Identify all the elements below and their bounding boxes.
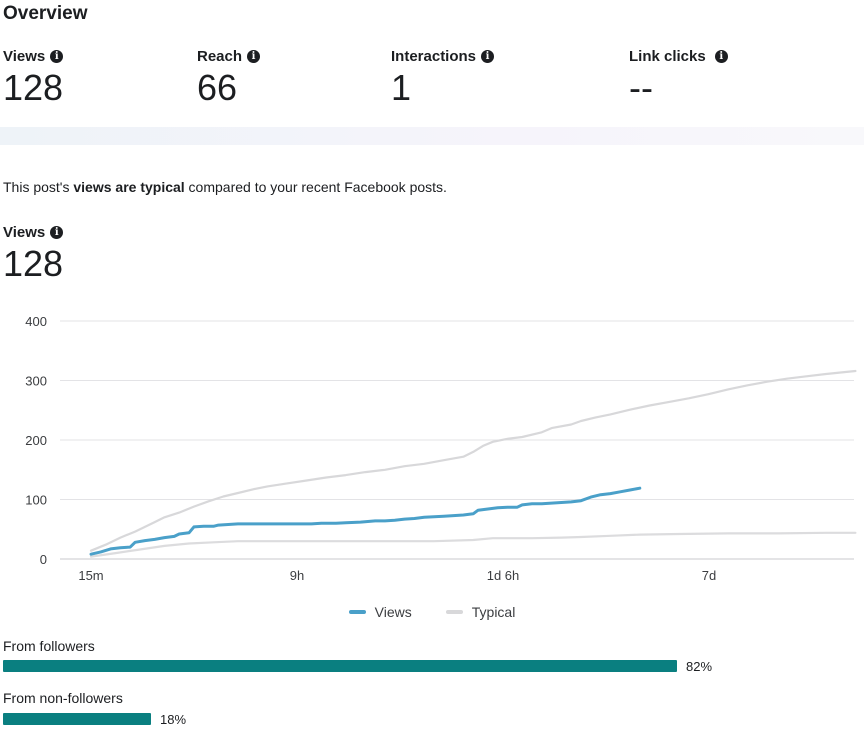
- y-axis-ticks: 0 100 200 300 400: [25, 314, 47, 567]
- metric-reach-label: Reach: [197, 47, 243, 65]
- source-followers-bar: [3, 660, 825, 672]
- metric-views-label: Views: [3, 47, 46, 65]
- source-non-followers-fill: [3, 713, 151, 725]
- source-non-followers-label: From non-followers: [3, 690, 123, 706]
- source-non-followers-percent: 18%: [160, 712, 187, 727]
- metric-interactions: Interactions i 1: [391, 46, 495, 108]
- source-non-followers-bar: [3, 713, 825, 725]
- metric-views: Views i 128: [3, 46, 64, 108]
- legend-item-views[interactable]: Views: [348, 604, 412, 620]
- source-followers-fill: [3, 660, 677, 672]
- series-line-views: [89, 486, 642, 556]
- metric-link-clicks: Link clicks i --: [629, 46, 728, 108]
- chart-grid: [60, 320, 854, 560]
- x-tick-label: 15m: [78, 568, 103, 583]
- views-section: Views i 128: [3, 222, 64, 284]
- x-tick-label: 7d: [702, 568, 716, 583]
- y-tick-label: 300: [25, 374, 47, 389]
- views-section-value: 128: [3, 243, 64, 284]
- y-tick-label: 400: [25, 314, 47, 329]
- metric-interactions-value: 1: [391, 67, 412, 108]
- metric-reach: Reach i 66: [197, 46, 261, 108]
- y-tick-label: 0: [40, 552, 47, 567]
- y-tick-label: 100: [25, 493, 47, 508]
- typical-prefix: This post's: [3, 179, 74, 195]
- legend-swatch-typical: [445, 610, 463, 614]
- y-tick-label: 200: [25, 433, 47, 448]
- source-followers-label: From followers: [3, 638, 95, 654]
- typical-suffix: compared to your recent Facebook posts.: [184, 179, 447, 195]
- metric-interactions-label: Interactions: [391, 47, 477, 65]
- legend-swatch-views: [348, 610, 366, 614]
- x-axis-ticks: 15m 9h 1d 6h 7d: [78, 568, 716, 583]
- views-chart: 0 100 200 300 400 15m 9h 1d 6h 7d: [25, 314, 857, 583]
- info-icon[interactable]: i: [714, 49, 728, 63]
- series-line-typical-low: [89, 531, 857, 558]
- chart-series: [89, 369, 857, 558]
- overview-title: Overview: [3, 3, 88, 24]
- views-section-label: Views: [3, 223, 46, 241]
- source-followers-percent: 82%: [686, 659, 713, 674]
- info-icon[interactable]: i: [247, 49, 261, 63]
- legend-label-views: Views: [374, 604, 412, 620]
- info-icon[interactable]: i: [481, 49, 495, 63]
- divider-band: [0, 127, 864, 145]
- metric-link-clicks-label: Link clicks: [629, 47, 706, 65]
- typical-message: This post's views are typical compared t…: [3, 179, 447, 195]
- legend-label-typical: Typical: [471, 604, 516, 620]
- metric-views-value: 128: [3, 67, 64, 108]
- x-tick-label: 9h: [290, 568, 304, 583]
- metric-link-clicks-value: --: [629, 67, 653, 108]
- metric-reach-value: 66: [197, 67, 238, 108]
- chart-legend: Views Typical: [0, 604, 864, 620]
- x-tick-label: 1d 6h: [487, 568, 520, 583]
- info-icon[interactable]: i: [50, 49, 64, 63]
- typical-emphasis: views are typical: [73, 179, 185, 195]
- legend-item-typical[interactable]: Typical: [445, 604, 516, 620]
- series-line-typical: [89, 369, 857, 552]
- info-icon[interactable]: i: [50, 225, 64, 239]
